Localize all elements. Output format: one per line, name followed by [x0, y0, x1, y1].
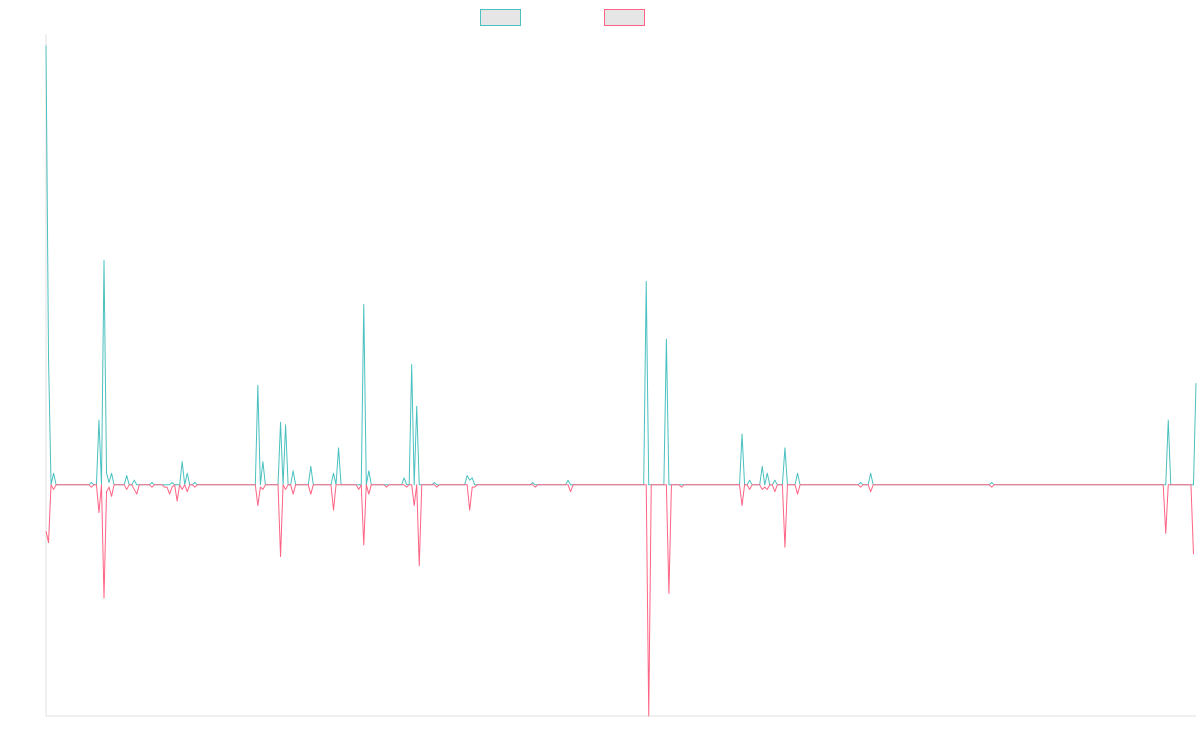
legend-swatch-1 [480, 9, 521, 26]
legend[interactable] [480, 9, 645, 26]
series-line-1 [45, 45, 1197, 486]
series-2 [45, 484, 1194, 717]
series-1 [45, 45, 1197, 486]
series-layer [45, 45, 1197, 717]
series-line-2 [45, 484, 1194, 717]
legend-item-2[interactable] [604, 9, 645, 26]
legend-swatch-2 [604, 9, 645, 26]
axes [45, 34, 1196, 717]
legend-item-1[interactable] [480, 9, 521, 26]
